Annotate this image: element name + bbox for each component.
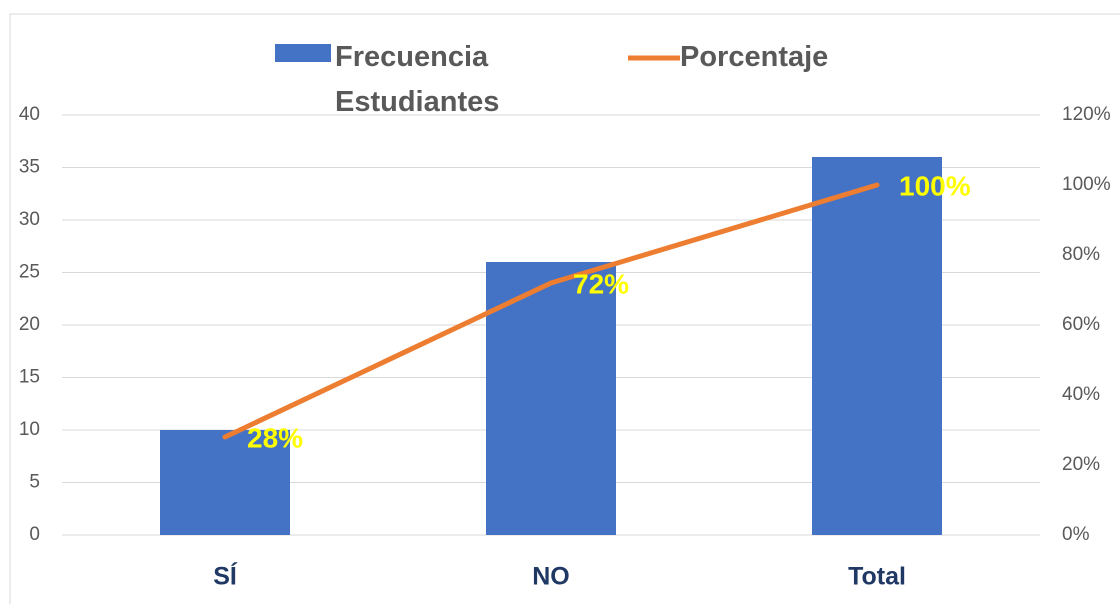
y2-tick-label: 20% (1062, 454, 1100, 475)
y-tick-label: 15 (19, 367, 40, 388)
legend-key (275, 44, 331, 62)
data-label: 72% (573, 268, 629, 299)
legend-label: Porcentaje (680, 41, 829, 73)
y-tick-label: 5 (29, 472, 40, 493)
data-label: 28% (247, 422, 303, 453)
x-tick-label: NO (532, 563, 570, 591)
x-tick-label: SÍ (213, 562, 238, 591)
y-tick-label: 25 (19, 262, 40, 283)
x-tick-label: Total (848, 563, 906, 591)
y-tick-label: 0 (29, 524, 40, 545)
y2-tick-label: 40% (1062, 384, 1100, 405)
bar (486, 262, 616, 535)
bar (812, 157, 942, 535)
y2-tick-label: 100% (1062, 174, 1111, 195)
chart-border (9, 13, 1120, 604)
line (222, 182, 880, 440)
y2-tick-label: 60% (1062, 314, 1100, 335)
y2-tick-label: 120% (1062, 104, 1111, 125)
bar (160, 430, 290, 535)
y-tick-label: 30 (19, 209, 40, 230)
y-tick-label: 20 (19, 314, 40, 335)
legend-label: Frecuencia Estudiantes (335, 41, 500, 118)
data-label: 100% (899, 170, 971, 201)
y-tick-label: 40 (19, 104, 40, 125)
y2-tick-label: 0% (1062, 524, 1090, 545)
y2-tick-label: 80% (1062, 244, 1100, 265)
y-tick-label: 35 (19, 157, 40, 178)
y-tick-label: 10 (19, 419, 40, 440)
